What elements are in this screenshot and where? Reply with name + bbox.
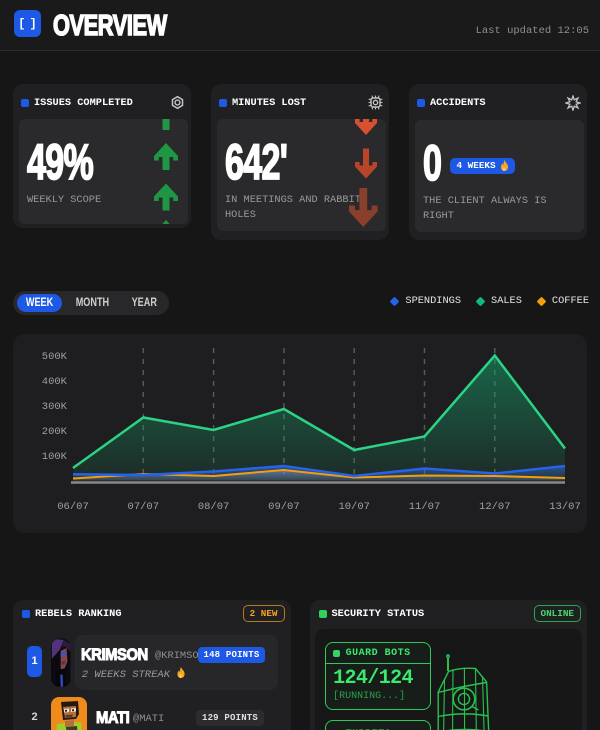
svg-text:13/07: 13/07 <box>549 501 581 513</box>
svg-text:12/07: 12/07 <box>479 501 511 513</box>
svg-text:08/07: 08/07 <box>198 501 230 513</box>
svg-text:500K: 500K <box>42 351 68 363</box>
svg-text:09/07: 09/07 <box>268 501 300 513</box>
svg-text:06/07: 06/07 <box>57 501 89 513</box>
svg-text:11/07: 11/07 <box>409 501 441 513</box>
svg-text:100K: 100K <box>42 451 68 463</box>
svg-text:07/07: 07/07 <box>128 501 160 513</box>
svg-text:200K: 200K <box>42 426 68 438</box>
svg-text:400K: 400K <box>42 376 68 388</box>
svg-text:300K: 300K <box>42 401 68 413</box>
svg-text:10/07: 10/07 <box>338 501 370 513</box>
